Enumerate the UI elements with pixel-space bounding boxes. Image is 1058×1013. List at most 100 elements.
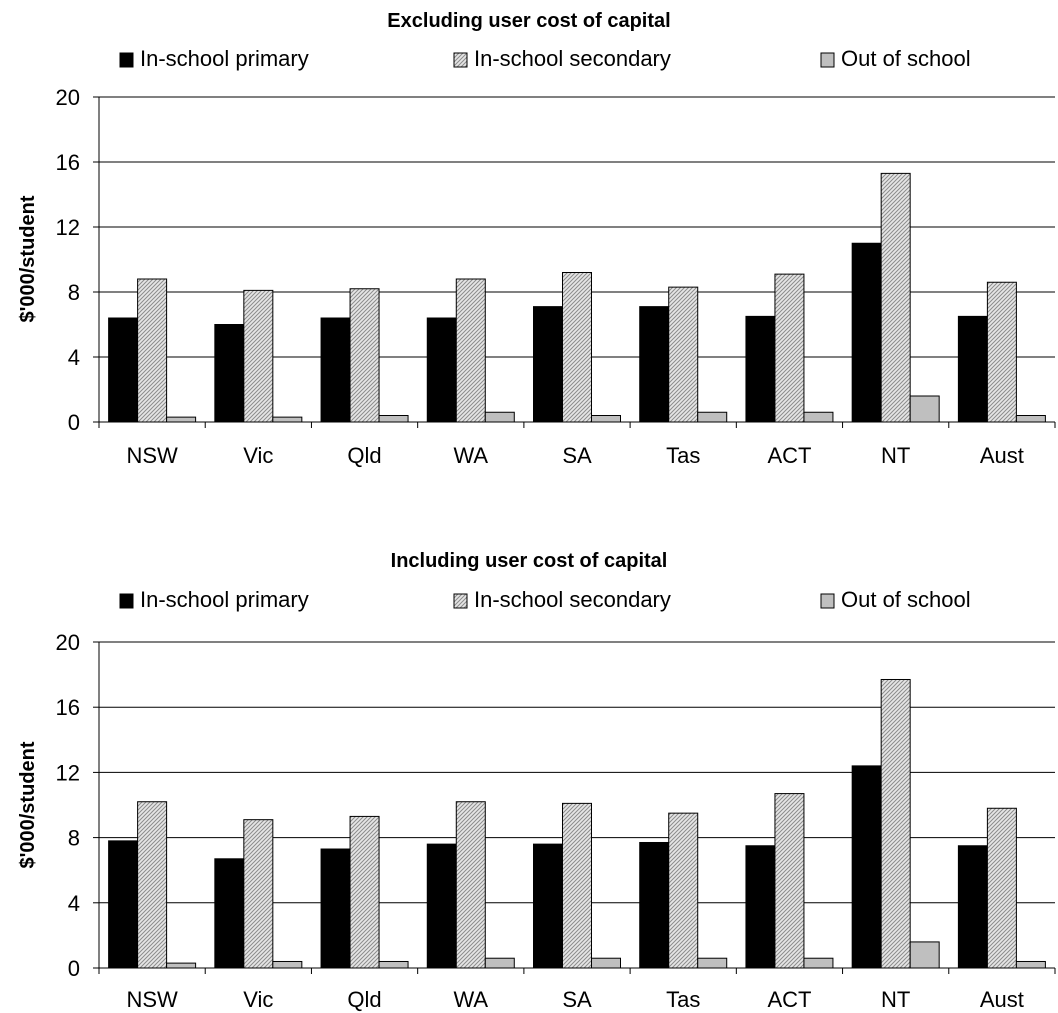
bar-in-school-secondary-qld: [349, 815, 380, 969]
y-tick-label: 0: [68, 410, 80, 435]
bar-in-school-secondary-sa: [562, 802, 592, 969]
y-tick-label: 8: [68, 280, 80, 305]
bar-out-of-school-nsw: [166, 416, 197, 423]
x-tick-label-aust: Aust: [980, 443, 1024, 468]
bar-in-school-primary-tas: [639, 841, 670, 969]
legend: In-school primary In-school secondary Out …: [119, 46, 971, 71]
bar-in-school-primary-nt: [851, 242, 882, 423]
bar-in-school-secondary-qld: [349, 288, 380, 423]
bar-out-of-school-act: [803, 957, 834, 969]
legend-label-in-school-primary: In-school primary: [140, 46, 309, 71]
x-tick-label-sa: SA: [562, 987, 592, 1012]
bar-out-of-school-nt: [909, 395, 940, 423]
bar-in-school-primary-aust: [957, 845, 988, 969]
legend-swatch-in-school-primary: [119, 593, 134, 609]
legend: In-school primary In-school secondary Out …: [119, 587, 971, 612]
y-tick-label: 16: [56, 695, 80, 720]
bar-out-of-school-tas: [697, 411, 728, 423]
x-tick-label-wa: WA: [453, 443, 488, 468]
legend-label-out-of-school: Out of school: [841, 46, 971, 71]
bar-in-school-primary-tas: [639, 306, 670, 423]
bar-out-of-school-nsw: [166, 962, 197, 969]
bar-out-of-school-wa: [484, 957, 515, 969]
bar-out-of-school-tas: [697, 957, 728, 969]
bar-in-school-primary-act: [745, 315, 776, 423]
x-tick-label-tas: Tas: [666, 987, 700, 1012]
bar-in-school-primary-nsw: [108, 317, 139, 423]
y-tick-label: 20: [56, 630, 80, 655]
y-tick-label: 4: [68, 891, 80, 916]
bar-out-of-school-wa: [484, 411, 515, 423]
bar-in-school-secondary-wa: [455, 801, 486, 969]
x-tick-label-vic: Vic: [243, 987, 273, 1012]
x-tick-label-qld: Qld: [347, 443, 381, 468]
bar-in-school-secondary-aust: [986, 807, 1017, 969]
bar-in-school-secondary-nt: [880, 172, 911, 423]
x-tick-label-nsw: NSW: [126, 987, 178, 1012]
bar-out-of-school-vic: [272, 416, 303, 423]
legend-swatch-out-of-school: [820, 52, 835, 68]
bar-in-school-secondary-vic: [243, 289, 274, 423]
bar-in-school-secondary-aust: [986, 281, 1017, 423]
x-tick-label-nsw: NSW: [126, 443, 178, 468]
bar-out-of-school-nt: [909, 941, 940, 969]
bar-in-school-primary-sa: [533, 306, 563, 423]
y-tick-label: 20: [56, 85, 80, 110]
bar-in-school-primary-vic: [214, 858, 245, 969]
x-tick-label-nt: NT: [881, 443, 910, 468]
bar-in-school-secondary-vic: [243, 819, 274, 969]
legend-swatch-in-school-primary: [119, 52, 134, 68]
legend-swatch-out-of-school: [820, 593, 835, 609]
bar-in-school-primary-qld: [320, 317, 351, 423]
bar-in-school-primary-sa: [533, 843, 563, 969]
bar-out-of-school-sa: [591, 415, 621, 423]
bar-in-school-primary-vic: [214, 324, 245, 423]
y-tick-label: 12: [56, 215, 80, 240]
bar-in-school-secondary-tas: [668, 286, 699, 423]
x-tick-label-act: ACT: [767, 987, 811, 1012]
bar-in-school-secondary-nt: [880, 678, 911, 969]
y-tick-label: 8: [68, 826, 80, 851]
bar-out-of-school-act: [803, 411, 834, 423]
x-tick-label-qld: Qld: [347, 987, 381, 1012]
bar-in-school-primary-wa: [426, 317, 457, 423]
legend-label-in-school-secondary: In-school secondary: [474, 46, 671, 71]
bar-in-school-primary-aust: [957, 315, 988, 423]
bar-out-of-school-qld: [378, 960, 409, 969]
legend-swatch-in-school-secondary: [453, 593, 468, 609]
y-axis-label: $'000/student: [17, 741, 39, 868]
x-tick-label-tas: Tas: [666, 443, 700, 468]
chart-panel-including: Including user cost of capital In-school …: [17, 550, 1056, 1012]
x-tick-label-vic: Vic: [243, 443, 273, 468]
bar-in-school-secondary-nsw: [137, 801, 168, 969]
bar-in-school-secondary-nsw: [137, 278, 168, 423]
bar-out-of-school-vic: [272, 960, 303, 969]
bar-in-school-secondary-tas: [668, 812, 699, 969]
legend-label-in-school-secondary: In-school secondary: [474, 587, 671, 612]
y-tick-label: 0: [68, 956, 80, 981]
y-tick-label: 12: [56, 760, 80, 785]
bar-in-school-primary-wa: [426, 843, 457, 969]
bar-in-school-secondary-sa: [562, 272, 592, 423]
x-tick-label-aust: Aust: [980, 987, 1024, 1012]
bar-out-of-school-aust: [1015, 415, 1046, 423]
bar-in-school-secondary-act: [774, 273, 805, 423]
x-tick-label-wa: WA: [453, 987, 488, 1012]
bar-in-school-primary-act: [745, 845, 776, 969]
bar-in-school-secondary-wa: [455, 278, 486, 423]
bar-in-school-secondary-act: [774, 793, 805, 969]
legend-label-out-of-school: Out of school: [841, 587, 971, 612]
legend-label-in-school-primary: In-school primary: [140, 587, 309, 612]
x-tick-label-sa: SA: [562, 443, 592, 468]
bar-in-school-primary-nt: [851, 765, 882, 969]
y-tick-label: 4: [68, 345, 80, 370]
chart-title: Including user cost of capital: [391, 550, 668, 572]
bar-out-of-school-sa: [591, 957, 621, 969]
y-axis-label: $'000/student: [17, 195, 39, 322]
bar-out-of-school-aust: [1015, 960, 1046, 969]
chart-title: Excluding user cost of capital: [387, 10, 670, 32]
legend-swatch-in-school-secondary: [453, 52, 468, 68]
x-tick-label-act: ACT: [767, 443, 811, 468]
y-tick-label: 16: [56, 150, 80, 175]
